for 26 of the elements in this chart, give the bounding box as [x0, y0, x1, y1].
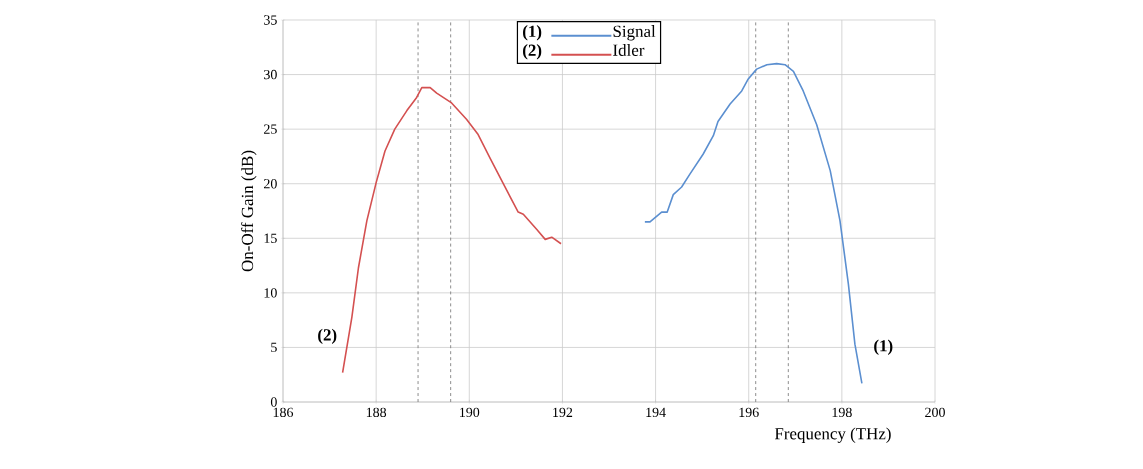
x-tick-label: 192 [553, 407, 573, 418]
y-tick-label: 10 [264, 288, 277, 298]
x-tick-label: 196 [739, 407, 759, 418]
x-tick-label: 200 [925, 407, 945, 418]
annotation: (2) [523, 44, 542, 60]
y-tick-label: 35 [264, 15, 277, 25]
line-series [644, 62, 863, 385]
y-tick-label: 25 [264, 124, 277, 134]
x-tick-label: 188 [366, 407, 387, 418]
y-tick-label: 30 [264, 69, 277, 80]
legend-label: Signal [613, 25, 656, 41]
x-axis-title: Frequency (THz) [774, 427, 891, 443]
annotation: (1) [874, 339, 893, 355]
annotation: (2) [318, 328, 337, 345]
y-tick-label: 20 [264, 179, 277, 189]
line-series [341, 86, 562, 374]
annotation: (1) [523, 25, 542, 41]
x-tick-label: 194 [646, 407, 666, 418]
x-tick-label: 186 [273, 407, 294, 418]
y-tick-label: 15 [264, 233, 277, 243]
y-tick-label: 0 [270, 397, 277, 407]
y-tick-label: 5 [271, 342, 277, 353]
y-axis-title: On-Off Gain (dB) [241, 150, 257, 272]
x-tick-label: 190 [460, 407, 480, 418]
legend-label: Idler [613, 44, 645, 56]
x-tick-label: 198 [832, 407, 852, 418]
